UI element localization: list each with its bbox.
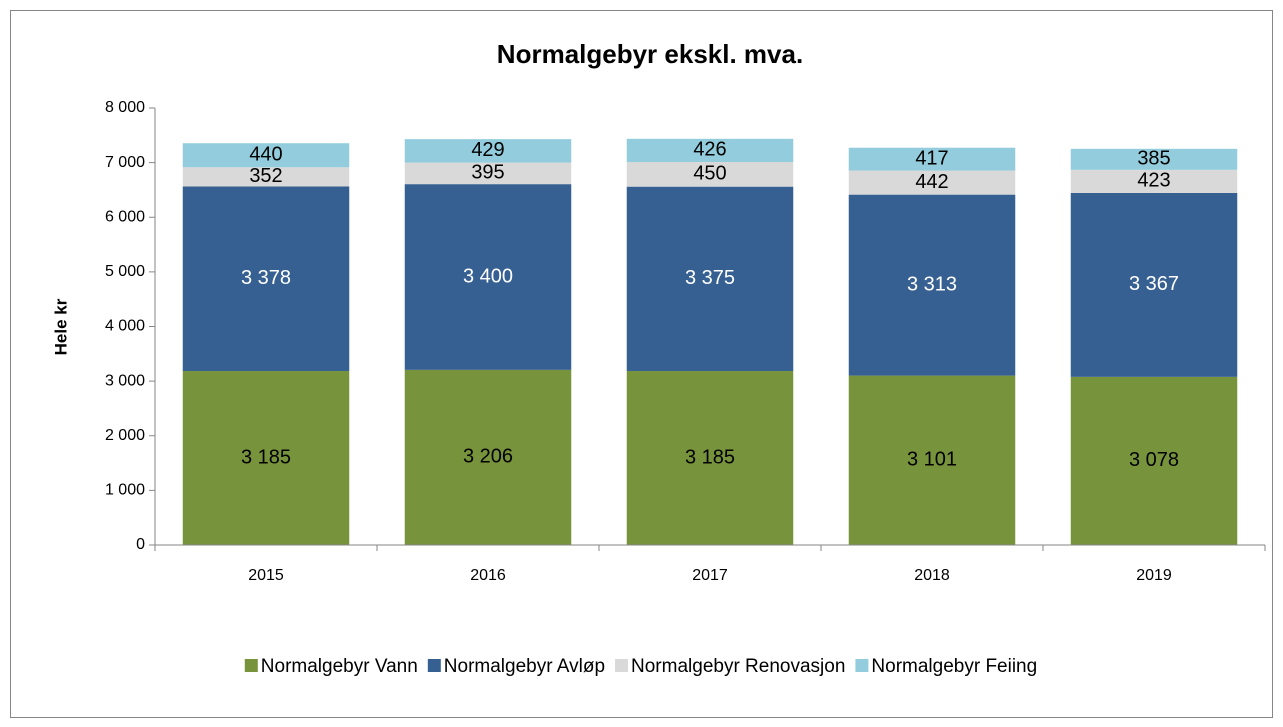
data-label: 429 [471, 139, 504, 161]
legend-label: Normalgebyr Feiing [871, 656, 1037, 677]
bar-segment [404, 162, 572, 185]
data-label: 385 [1137, 148, 1170, 170]
data-label: 426 [693, 139, 726, 161]
data-label: 3 367 [1129, 273, 1179, 295]
bar-segment [1070, 148, 1238, 170]
data-label: 3 185 [241, 446, 291, 468]
bar-segment [848, 375, 1016, 545]
bar-segment [848, 147, 1016, 171]
data-label: 3 206 [463, 446, 513, 468]
bar-segment [626, 138, 794, 163]
bar-segment [848, 170, 1016, 195]
y-tick-label: 0 [136, 536, 145, 553]
bar-segment [1070, 169, 1238, 193]
bar-segment [626, 371, 794, 545]
bar-segment [848, 194, 1016, 376]
data-label: 352 [249, 165, 282, 187]
y-tick-label: 6 000 [105, 208, 145, 225]
bar-segment [404, 184, 572, 370]
data-label: 3 375 [685, 267, 735, 289]
legend-swatch [244, 659, 258, 672]
data-label: 3 185 [685, 446, 735, 468]
bar-segment [626, 162, 794, 187]
x-tick-label: 2015 [248, 567, 284, 584]
data-label: 450 [693, 163, 726, 185]
x-tick-label: 2019 [1136, 567, 1172, 584]
legend-swatch [427, 659, 441, 672]
data-label: 3 101 [907, 449, 957, 471]
legend-swatch [855, 659, 869, 672]
bar-segment [404, 139, 572, 163]
y-tick-label: 3 000 [105, 372, 145, 389]
data-label: 395 [471, 162, 504, 184]
legend-label: Normalgebyr Renovasjon [631, 656, 845, 677]
legend-label: Normalgebyr Vann [261, 656, 418, 677]
bar-segment [1070, 376, 1238, 545]
bar-segment [626, 186, 794, 372]
legend-label: Normalgebyr Avløp [444, 656, 605, 677]
y-tick-label: 1 000 [105, 482, 145, 499]
data-label: 3 078 [1129, 449, 1179, 471]
data-label: 423 [1137, 170, 1170, 192]
chart-title: Normalgebyr ekskl. mva. [497, 39, 803, 69]
bar-segment [182, 167, 350, 187]
data-label: 3 313 [907, 273, 957, 295]
bar-segment [1070, 192, 1238, 377]
bar-segment [404, 369, 572, 545]
y-tick-label: 7 000 [105, 154, 145, 171]
y-tick-label: 4 000 [105, 318, 145, 335]
data-label: 442 [915, 171, 948, 193]
bar-segment [182, 186, 350, 372]
y-tick-label: 2 000 [105, 427, 145, 444]
data-label: 3 400 [463, 265, 513, 287]
legend-swatch [615, 659, 629, 672]
x-tick-label: 2018 [914, 567, 950, 584]
y-axis-title: Hele kr [51, 298, 70, 355]
bar-segment [182, 143, 350, 168]
data-label: 3 378 [241, 267, 291, 289]
y-tick-label: 8 000 [105, 99, 145, 116]
data-label: 417 [915, 147, 948, 169]
data-label: 440 [249, 144, 282, 166]
y-tick-label: 5 000 [105, 263, 145, 280]
x-tick-label: 2016 [470, 567, 506, 584]
bar-segment [182, 371, 350, 545]
x-tick-label: 2017 [692, 567, 728, 584]
